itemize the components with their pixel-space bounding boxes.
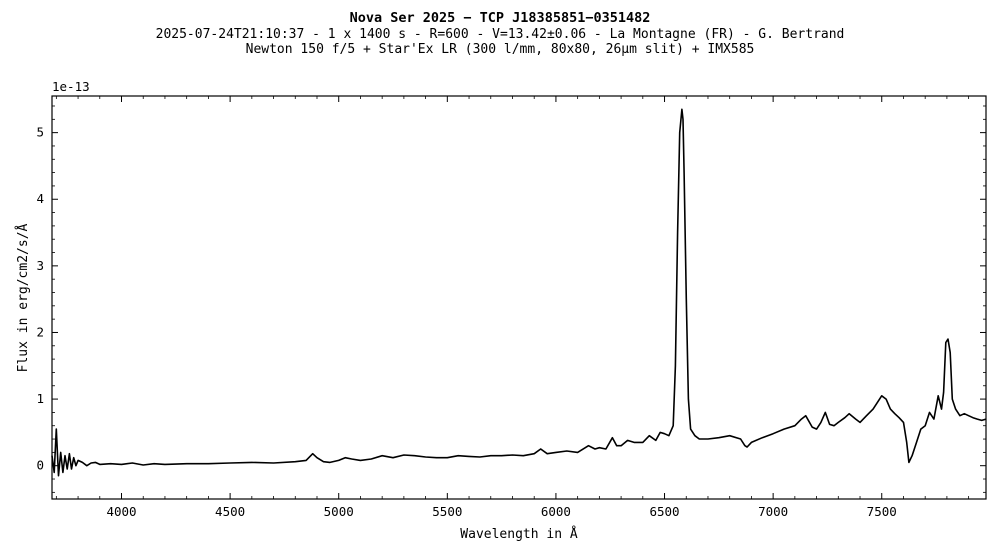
spectrum-series-line [51, 108, 987, 477]
y-offset-text: 1e-13 [52, 79, 90, 94]
x-tick-labels: 4000 4500 5000 5500 6000 6500 7000 7500 [106, 504, 896, 519]
x-tick-label: 6500 [649, 504, 679, 519]
x-axis-label: Wavelength in Å [460, 526, 578, 542]
y-axis-label: Flux in erg/cm2/s/Å [15, 223, 31, 372]
y-tick-labels: 0 1 2 3 4 5 [36, 125, 44, 473]
plot-frame [51, 95, 987, 500]
x-tick-label: 7000 [758, 504, 788, 519]
y-tick-label: 2 [36, 324, 44, 339]
y-tick-label: 4 [36, 191, 44, 206]
x-tick-label: 5500 [432, 504, 462, 519]
x-tick-label: 4500 [215, 504, 245, 519]
x-tick-label: 6000 [541, 504, 571, 519]
minor-ticks [52, 96, 986, 499]
x-tick-label: 5000 [324, 504, 354, 519]
x-tick-label: 4000 [106, 504, 136, 519]
y-tick-label: 5 [36, 125, 44, 140]
y-tick-label: 0 [36, 458, 44, 473]
chart-subtitle-line-2: Newton 150 f/5 + Star'Ex LR (300 l/mm, 8… [246, 42, 755, 57]
y-tick-label: 1 [36, 391, 44, 406]
chart-title: Nova Ser 2025 − TCP J18385851−0351482 [350, 10, 651, 26]
y-tick-label: 3 [36, 258, 44, 273]
major-ticks [52, 96, 986, 499]
chart-subtitle-line-1: 2025-07-24T21:10:37 - 1 x 1400 s - R=600… [156, 27, 845, 42]
x-tick-label: 7500 [867, 504, 897, 519]
